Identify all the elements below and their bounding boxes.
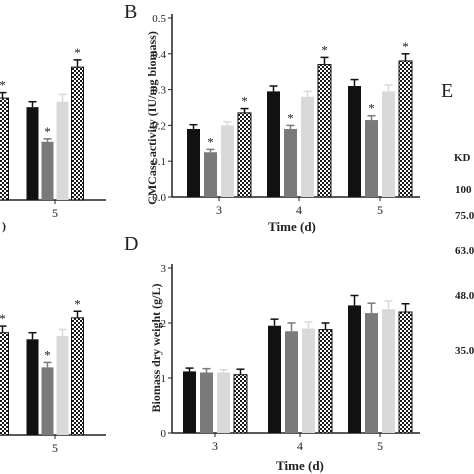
panel-d-bar (348, 305, 361, 433)
panel-b-x-tick-label: 3 (216, 203, 222, 217)
panel-b-significance-mark: * (321, 42, 328, 57)
panel-c-bar (0, 332, 9, 436)
panel-e-header: KD (454, 152, 471, 164)
panel-b-significance-mark: * (402, 39, 409, 54)
panel-b-significance-mark: * (287, 110, 294, 125)
panel-b-bar (398, 60, 413, 198)
panel-b-bar (237, 112, 252, 198)
panel-a-significance-mark: * (0, 78, 6, 93)
panel-b-y-tick-label: 0.2 (152, 120, 166, 132)
panel-d-ylabel: Biomass dry weight (g/L) (149, 283, 163, 412)
panel-b-y-tick-label: 0.0 (152, 192, 166, 204)
panel-d-bar (398, 311, 413, 434)
panel-b-bar (221, 125, 234, 197)
panel-b-bar (187, 128, 200, 197)
panel-b-bar (348, 86, 361, 197)
panel-d-bar (318, 329, 333, 434)
panel-b-y-tick-label: 0.4 (152, 49, 166, 61)
panel-d-label: D (124, 233, 138, 255)
panel-d-xlabel: Time (d) (276, 458, 324, 473)
panel-b-bar (317, 64, 332, 198)
marker-label: 100 (455, 184, 472, 196)
panel-b-bar (267, 91, 280, 197)
panel-e-label: E (441, 80, 453, 102)
panel-b-bar (284, 128, 297, 197)
panel-b-xlabel: Time (d) (268, 219, 316, 234)
panel-b-bar (382, 91, 395, 197)
panel-c-bar (71, 317, 84, 436)
panel-c-significance-mark: * (44, 347, 51, 362)
panel-d-bar (217, 372, 230, 433)
panel-d-y-tick-label: 3 (161, 263, 167, 275)
panel-d-bar (382, 309, 395, 433)
panel-a-significance-mark: * (74, 45, 81, 60)
panel-b-ylabel: CMCase activity (IU/mg biomass) (145, 31, 159, 205)
marker-label: 48.0 (455, 290, 474, 302)
panel-a-bar (56, 101, 69, 200)
panel-c-significance-mark: * (74, 296, 81, 311)
panel-a-bar (26, 107, 39, 200)
panel-a-xlabel: ) (2, 219, 6, 233)
panel-d-y-tick-label: 0 (161, 428, 167, 440)
panel-b-y-tick-label: 0.5 (152, 13, 166, 25)
panel-d-bar (302, 328, 315, 433)
marker-label: 75.0 (455, 210, 474, 222)
panel-c-bar (26, 339, 39, 435)
panel-b-significance-mark: * (368, 101, 375, 116)
panel-a-bar (41, 141, 54, 200)
panel-b-y-tick-label: 0.1 (152, 156, 166, 168)
panel-d-x-tick-label: 5 (377, 439, 383, 453)
panel-d-bar (365, 313, 378, 433)
panel-d-bar (285, 331, 298, 433)
panel-d-bar (268, 325, 281, 433)
panel-d-bar (200, 372, 213, 433)
marker-label: 35.0 (455, 345, 474, 357)
panel-d-x-tick-label: 3 (212, 439, 218, 453)
panel-d-y-tick-label: 2 (161, 318, 167, 330)
panel-d-bar (233, 374, 248, 434)
panel-c-significance-mark: * (0, 311, 6, 326)
panel-c-x-tick-label: 5 (52, 441, 58, 455)
panel-b-significance-mark: * (207, 134, 214, 149)
panel-b-significance-mark: * (241, 94, 248, 109)
panel-b-label: B (124, 1, 137, 23)
panel-a-bar (0, 97, 9, 201)
panel-d-bar (183, 371, 196, 433)
marker-label: 63.0 (455, 245, 474, 257)
panel-b-bar (365, 120, 378, 197)
panel-b-x-tick-label: 5 (377, 203, 383, 217)
panel-b-bar (204, 152, 217, 197)
panel-a-significance-mark: * (44, 124, 51, 139)
panel-b-y-tick-label: 0.3 (152, 85, 166, 97)
panel-b-bar (301, 96, 314, 197)
panel-d-y-tick-label: 1 (161, 373, 167, 385)
panel-a-bar (71, 66, 84, 201)
panel-d-x-tick-label: 4 (297, 439, 303, 453)
panel-c-bar (41, 367, 54, 435)
panel-c-bar (56, 336, 69, 435)
panel-a-x-tick-label: 5 (52, 206, 58, 220)
panel-b-x-tick-label: 4 (296, 203, 302, 217)
